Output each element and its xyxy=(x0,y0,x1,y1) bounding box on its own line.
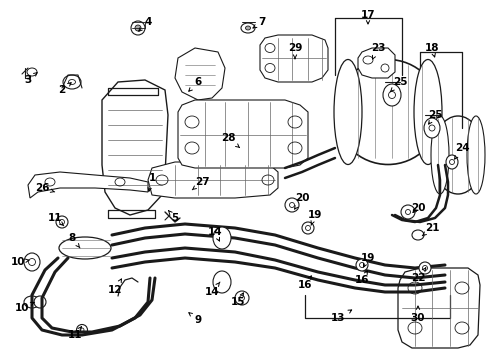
Text: 25: 25 xyxy=(427,110,441,124)
Ellipse shape xyxy=(56,216,68,228)
Text: 24: 24 xyxy=(454,143,468,159)
Text: 12: 12 xyxy=(107,279,122,295)
Ellipse shape xyxy=(431,116,483,194)
Text: 7: 7 xyxy=(252,17,265,28)
Ellipse shape xyxy=(235,291,248,305)
Ellipse shape xyxy=(335,59,440,165)
Ellipse shape xyxy=(34,296,46,308)
Text: 13: 13 xyxy=(330,310,351,323)
Text: 15: 15 xyxy=(230,293,245,307)
Text: 14: 14 xyxy=(207,227,222,241)
Ellipse shape xyxy=(76,324,87,336)
Text: 4: 4 xyxy=(139,17,151,31)
Ellipse shape xyxy=(302,222,313,234)
Text: 16: 16 xyxy=(354,271,368,285)
Ellipse shape xyxy=(418,262,430,274)
Text: 21: 21 xyxy=(422,223,438,236)
Ellipse shape xyxy=(423,118,439,138)
Text: 28: 28 xyxy=(220,133,239,148)
Ellipse shape xyxy=(400,205,414,219)
Ellipse shape xyxy=(413,59,441,165)
Ellipse shape xyxy=(245,26,250,30)
Ellipse shape xyxy=(24,253,40,271)
Text: 11: 11 xyxy=(68,327,82,340)
Text: 18: 18 xyxy=(424,43,438,57)
Polygon shape xyxy=(178,100,307,168)
Text: 20: 20 xyxy=(410,203,425,213)
Text: 9: 9 xyxy=(188,313,201,325)
Ellipse shape xyxy=(466,116,484,194)
Ellipse shape xyxy=(355,259,367,271)
Polygon shape xyxy=(357,48,394,78)
Ellipse shape xyxy=(135,25,141,31)
Text: 16: 16 xyxy=(297,276,312,290)
Polygon shape xyxy=(102,80,168,215)
Text: 23: 23 xyxy=(370,43,385,59)
Polygon shape xyxy=(28,172,148,198)
Text: 29: 29 xyxy=(287,43,302,59)
Text: 5: 5 xyxy=(168,211,178,223)
Text: 30: 30 xyxy=(410,306,425,323)
Ellipse shape xyxy=(213,271,230,293)
Ellipse shape xyxy=(285,198,298,212)
Text: 6: 6 xyxy=(188,77,201,91)
Polygon shape xyxy=(397,268,479,348)
Text: 3: 3 xyxy=(24,73,37,85)
Polygon shape xyxy=(175,48,224,100)
Text: 25: 25 xyxy=(389,77,407,92)
Ellipse shape xyxy=(59,237,111,259)
Text: 20: 20 xyxy=(294,193,308,209)
Ellipse shape xyxy=(213,227,230,249)
Text: 26: 26 xyxy=(35,183,55,193)
Ellipse shape xyxy=(24,296,40,308)
Ellipse shape xyxy=(445,155,457,169)
Text: 22: 22 xyxy=(410,268,425,283)
Polygon shape xyxy=(148,162,278,198)
Text: 1: 1 xyxy=(148,173,155,191)
Polygon shape xyxy=(260,35,327,82)
Text: 19: 19 xyxy=(360,253,374,267)
Ellipse shape xyxy=(430,116,448,194)
Ellipse shape xyxy=(333,59,361,165)
Text: 8: 8 xyxy=(68,233,80,248)
Text: 10: 10 xyxy=(15,302,35,313)
Text: 14: 14 xyxy=(204,282,220,297)
Ellipse shape xyxy=(411,230,423,240)
Text: 10: 10 xyxy=(11,257,29,267)
Text: 2: 2 xyxy=(58,83,71,95)
Text: 19: 19 xyxy=(307,210,322,225)
Ellipse shape xyxy=(382,84,400,106)
Text: 11: 11 xyxy=(48,213,63,226)
Text: 17: 17 xyxy=(360,10,375,24)
Text: 27: 27 xyxy=(192,177,209,190)
